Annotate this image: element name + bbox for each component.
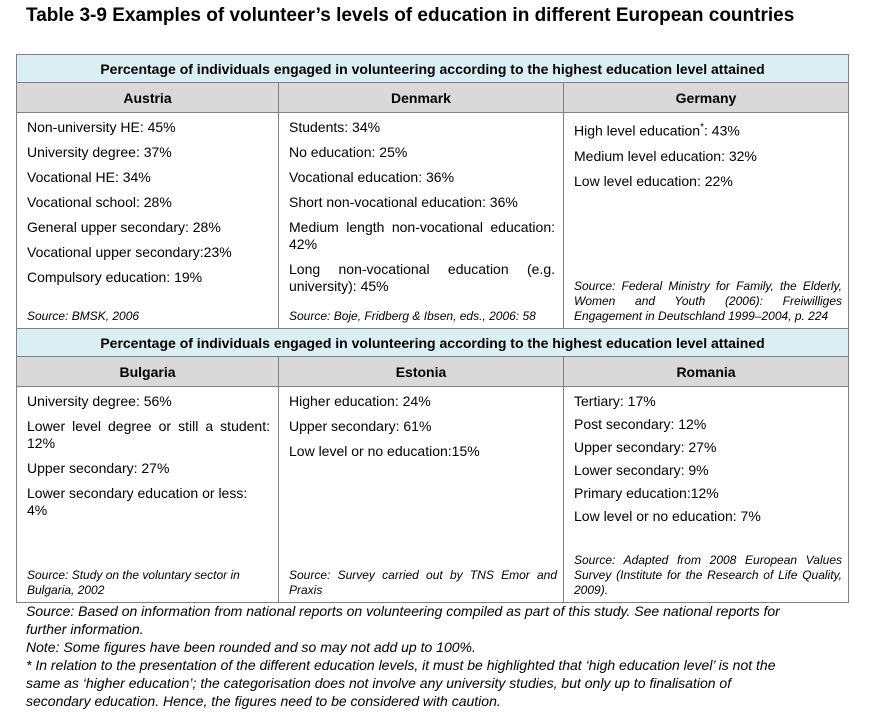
list-item: Vocational school: 28% (27, 194, 172, 210)
list-item: High level education*: 43% (574, 122, 740, 139)
list-item: Compulsory education: 19% (27, 269, 203, 285)
footnote-marker: * (700, 122, 704, 133)
list-item: Low level or no education: 7% (574, 508, 761, 524)
list-item: Upper secondary: 27% (574, 439, 717, 455)
list-item: Higher education: 24% (289, 393, 431, 409)
list-item: Upper secondary: 61% (289, 418, 432, 434)
germany-cell: High level education*: 43% Medium level … (563, 112, 849, 329)
notes-footnote: * In relation to the presentation of the… (26, 657, 776, 709)
source-citation: Source: Adapted from 2008 European Value… (574, 553, 842, 597)
table-notes: Source: Based on information from nation… (26, 602, 786, 710)
list-item: Vocational education: 36% (289, 169, 455, 185)
list-item: Lower secondary: 9% (574, 462, 709, 478)
list-item: No education: 25% (289, 144, 408, 160)
list-item: Long non-vocational education (e.g. univ… (289, 261, 555, 294)
list-item: Upper secondary: 27% (27, 460, 170, 476)
list-item: Low level or no education:15% (289, 443, 480, 459)
table-title: Table 3-9 Examples of volunteer’s levels… (26, 5, 795, 26)
source-citation: Source: BMSK, 2006 (27, 309, 140, 323)
source-citation: Source: Study on the voluntary sector in… (27, 568, 240, 597)
list-item: Medium level education: 32% (574, 147, 757, 164)
country-header-bulgaria: Bulgaria (16, 356, 279, 387)
country-header-germany: Germany (563, 82, 849, 113)
romania-cell: Tertiary: 17% Post secondary: 12% Upper … (563, 386, 849, 603)
list-item: General upper secondary: 28% (27, 219, 221, 235)
country-header-romania: Romania (563, 356, 849, 387)
list-item: Vocational HE: 34% (27, 169, 151, 185)
list-item: Tertiary: 17% (574, 393, 656, 409)
notes-source: Source: Based on information from nation… (26, 603, 780, 637)
list-item: Primary education:12% (574, 485, 719, 501)
list-item: Medium length non-vocational education: … (289, 219, 555, 252)
section-header-1: Percentage of individuals engaged in vol… (16, 54, 849, 83)
list-item: Post secondary: 12% (574, 416, 707, 432)
list-item: Lower secondary education or less: 4% (27, 485, 248, 518)
country-header-denmark: Denmark (278, 82, 564, 113)
list-item: Lower level degree or still a student: 1… (27, 418, 270, 451)
denmark-cell: Students: 34% No education: 25% Vocation… (278, 112, 564, 329)
austria-cell: Non-university HE: 45% University degree… (16, 112, 279, 329)
notes-note: Note: Some figures have been rounded and… (26, 639, 476, 655)
section-header-2: Percentage of individuals engaged in vol… (16, 328, 849, 357)
source-citation: Source: Survey carried out by TNS Emor a… (289, 568, 557, 597)
list-item: Short non-vocational education: 36% (289, 194, 518, 210)
list-item: Students: 34% (289, 119, 381, 135)
bulgaria-cell: University degree: 56% Lower level degre… (16, 386, 279, 603)
list-item: University degree: 56% (27, 393, 172, 409)
list-item: Vocational upper secondary:23% (27, 244, 232, 260)
list-item: Non-university HE: 45% (27, 119, 176, 135)
country-header-estonia: Estonia (278, 356, 564, 387)
country-header-austria: Austria (16, 82, 279, 113)
source-citation: Source: Boje, Fridberg & Ibsen, eds., 20… (289, 309, 536, 323)
source-citation: Source: Federal Ministry for Family, the… (574, 279, 842, 323)
education-table: Percentage of individuals engaged in vol… (16, 54, 849, 603)
list-item: University degree: 37% (27, 144, 172, 160)
list-item: Low level education: 22% (574, 172, 733, 189)
estonia-cell: Higher education: 24% Upper secondary: 6… (278, 386, 564, 603)
